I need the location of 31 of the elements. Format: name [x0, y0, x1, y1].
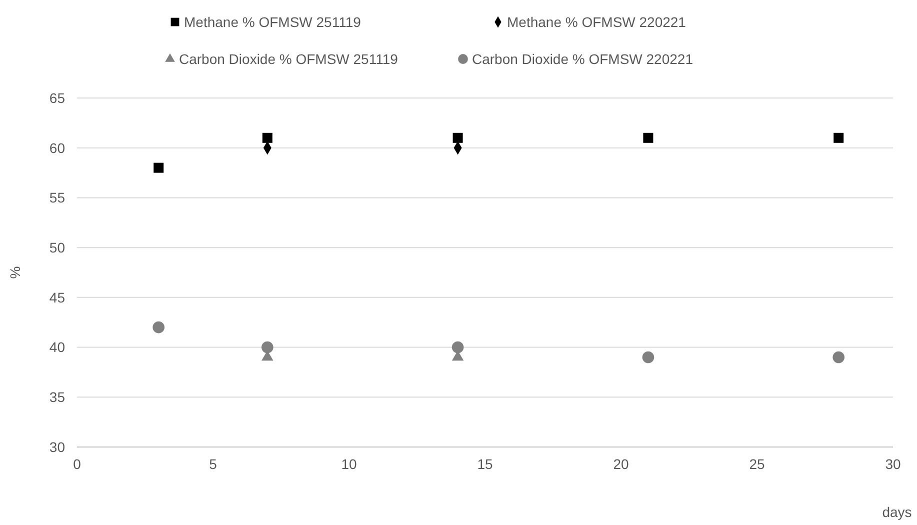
- point: [154, 162, 164, 173]
- legend-label: Methane % OFMSW 251119: [184, 14, 362, 30]
- y-tick-label: 45: [49, 289, 66, 306]
- y-tick-label: 40: [49, 339, 66, 356]
- point: [452, 132, 463, 143]
- x-tick-label: 5: [209, 456, 218, 472]
- y-tick-label: 50: [49, 239, 66, 256]
- x-tick-label: 20: [613, 456, 629, 472]
- x-tick-label: 25: [749, 456, 765, 472]
- point: [643, 132, 654, 143]
- y-tick-label: 55: [49, 190, 66, 206]
- x-tick-label: 10: [341, 456, 357, 472]
- y-tick-label: 65: [49, 90, 66, 106]
- legend-label: Carbon Dioxide % OFMSW 220221: [472, 50, 694, 67]
- y-axis-title: %: [7, 266, 23, 279]
- point: [261, 341, 274, 354]
- point: [452, 341, 464, 354]
- x-axis-title: days: [882, 504, 912, 520]
- legend-label: Methane % OFMSW 220221: [507, 14, 686, 30]
- y-tick-label: 60: [49, 140, 66, 156]
- point: [152, 321, 165, 334]
- point: [832, 351, 845, 364]
- y-tick-label: 35: [49, 389, 66, 406]
- point: [834, 132, 844, 143]
- legend-label: Carbon Dioxide % OFMSW 251119: [179, 50, 398, 67]
- point: [262, 132, 272, 143]
- y-tick-label: 30: [49, 438, 66, 455]
- point: [642, 351, 654, 364]
- x-tick-label: 15: [477, 456, 493, 472]
- x-tick-label: 0: [73, 456, 82, 472]
- x-tick-label: 30: [885, 456, 901, 472]
